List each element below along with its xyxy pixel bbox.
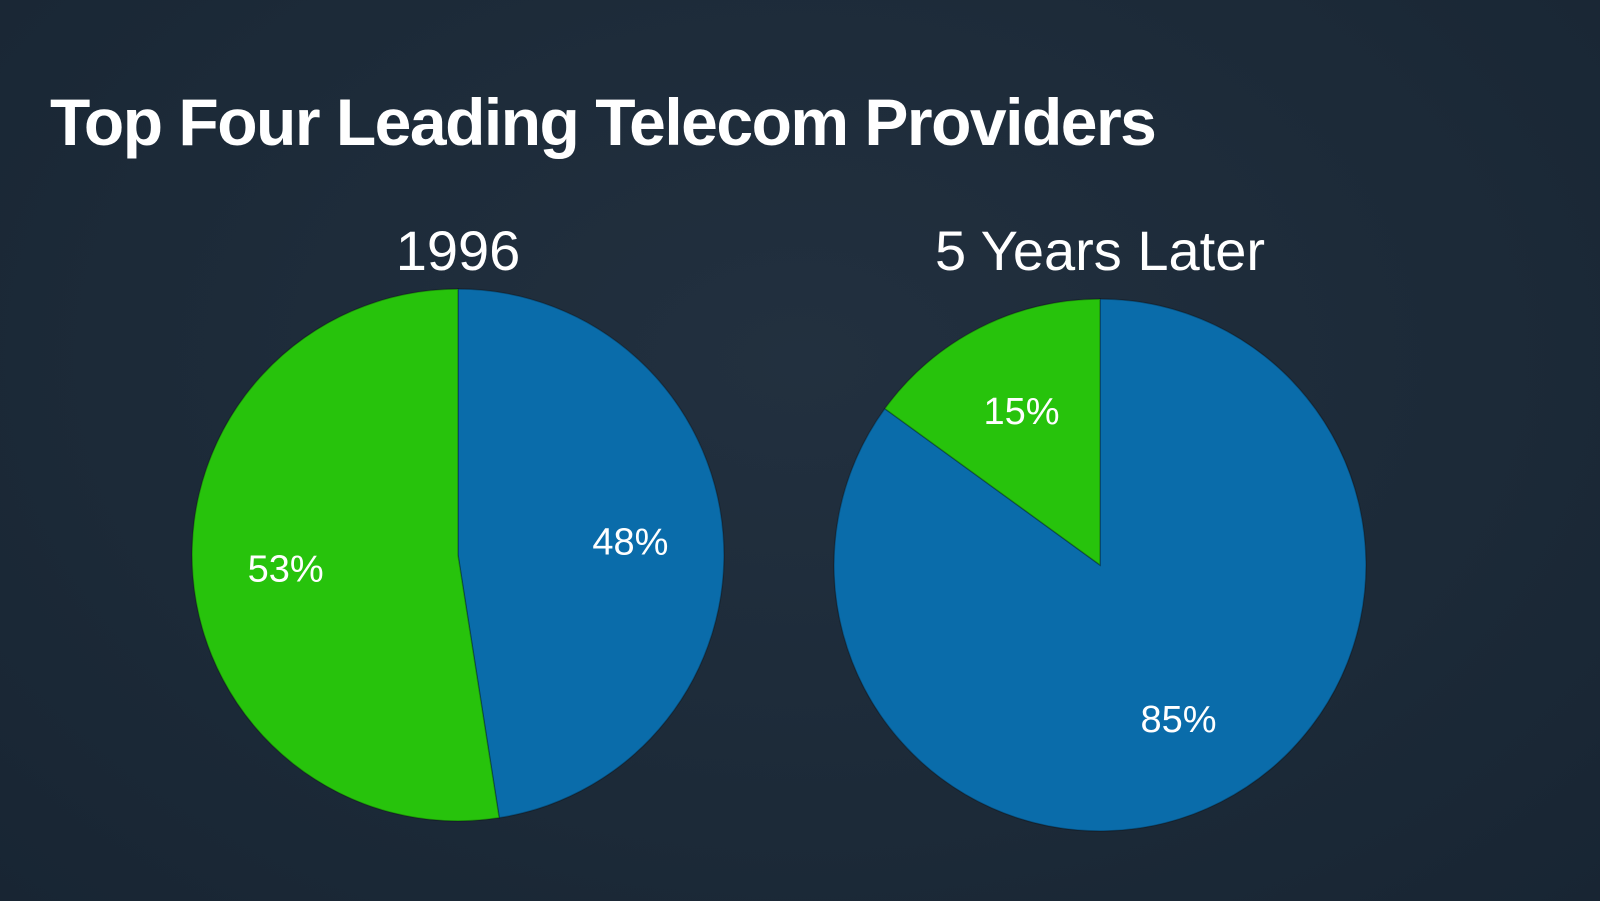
slide-title: Top Four Leading Telecom Providers (50, 85, 1157, 159)
pie-chart-5-years-later: 5 Years Later 85% 15% (833, 219, 1367, 832)
pie-slice-1996-0 (457, 288, 725, 819)
chart-title-1996: 1996 (396, 219, 521, 282)
chart-title-5-years-later: 5 Years Later (935, 219, 1265, 282)
pie-chart-1996: 1996 48% 53% (191, 219, 725, 822)
slice-label-5-years-later-0: 85% (1140, 699, 1216, 741)
pie-slices-5-years-later: 85% 15% (833, 298, 1367, 832)
slice-label-1996-0: 48% (592, 522, 668, 564)
pie-slice-5-years-later-1 (883, 298, 1101, 567)
pie-slice-1996-1 (191, 288, 501, 822)
slice-label-5-years-later-1: 15% (983, 391, 1059, 433)
pie-slices-1996: 48% 53% (191, 288, 725, 822)
pie-slice-5-years-later-0 (833, 298, 1367, 832)
slice-label-1996-1: 53% (248, 548, 324, 590)
